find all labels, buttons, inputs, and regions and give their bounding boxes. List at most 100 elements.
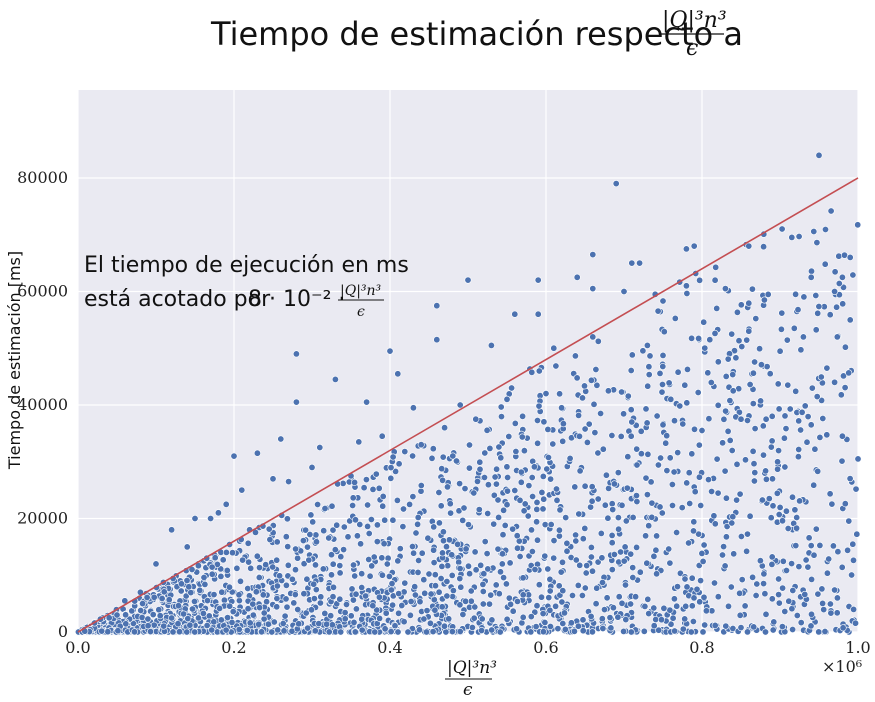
scatter-point xyxy=(533,602,541,610)
scatter-point xyxy=(722,407,730,415)
scatter-point xyxy=(814,309,822,317)
scatter-point xyxy=(431,571,439,579)
scatter-point xyxy=(743,336,751,344)
scatter-point xyxy=(273,582,281,590)
scatter-point xyxy=(284,561,292,569)
scatter-point xyxy=(316,443,324,451)
scatter-point xyxy=(292,545,300,553)
scatter-point xyxy=(793,524,801,532)
scatter-point xyxy=(407,597,415,605)
x-tick-label: 1.0 xyxy=(845,638,870,657)
scatter-point xyxy=(587,376,595,384)
scatter-point xyxy=(500,506,508,514)
scatter-point xyxy=(788,233,796,241)
scatter-point xyxy=(571,352,579,360)
scatter-point xyxy=(604,387,612,395)
scatter-point xyxy=(761,628,769,636)
scatter-point xyxy=(737,415,745,423)
scatter-point xyxy=(698,426,706,434)
scatter-point xyxy=(823,364,831,372)
scatter-point xyxy=(655,626,663,634)
scatter-point xyxy=(572,531,580,539)
scatter-point xyxy=(846,316,854,324)
scatter-point xyxy=(520,447,528,455)
scatter-point xyxy=(794,306,802,314)
scatter-point xyxy=(558,404,566,412)
scatter-point xyxy=(795,563,803,571)
scatter-point xyxy=(309,518,317,526)
scatter-point xyxy=(315,620,323,628)
scatter-point xyxy=(600,606,608,614)
scatter-point xyxy=(352,590,360,598)
scatter-point xyxy=(578,394,586,402)
scatter-point xyxy=(841,384,849,392)
scatter-point xyxy=(263,598,271,606)
scatter-point xyxy=(636,568,644,576)
scatter-point xyxy=(375,484,383,492)
scatter-point xyxy=(210,618,218,626)
scatter-point xyxy=(420,615,428,623)
scatter-point xyxy=(496,628,504,636)
scatter-point xyxy=(575,432,583,440)
scatter-point xyxy=(666,606,674,614)
scatter-point xyxy=(714,401,722,409)
scatter-point xyxy=(743,547,751,555)
scatter-point xyxy=(776,503,784,511)
scatter-point xyxy=(671,627,679,635)
scatter-point xyxy=(559,587,567,595)
scatter-point xyxy=(797,619,805,627)
scatter-point xyxy=(807,273,815,281)
scatter-point xyxy=(475,506,483,514)
scatter-point xyxy=(484,509,492,517)
scatter-point xyxy=(430,596,438,604)
scatter-point xyxy=(748,285,756,293)
x-tick-label: 0.8 xyxy=(689,638,714,657)
scatter-point xyxy=(224,614,232,622)
scatter-point xyxy=(683,289,691,297)
scatter-point xyxy=(331,546,339,554)
scatter-point xyxy=(420,576,428,584)
scatter-point xyxy=(470,614,478,622)
scatter-point xyxy=(659,421,667,429)
scatter-point xyxy=(457,583,465,591)
scatter-point xyxy=(444,562,452,570)
scatter-point xyxy=(768,412,776,420)
scatter-point xyxy=(266,536,274,544)
scatter-point xyxy=(380,540,388,548)
scatter-point xyxy=(427,590,435,598)
scatter-point xyxy=(180,610,188,618)
scatter-point xyxy=(497,403,505,411)
scatter-point xyxy=(235,597,243,605)
scatter-point xyxy=(784,524,792,532)
scatter-point xyxy=(486,444,494,452)
scatter-point xyxy=(821,226,829,234)
scatter-point xyxy=(265,525,273,533)
scatter-point xyxy=(329,583,337,591)
scatter-point xyxy=(720,415,728,423)
scatter-point xyxy=(349,494,357,502)
scatter-point xyxy=(762,610,770,618)
scatter-point xyxy=(283,515,291,523)
y-tick-label: 0 xyxy=(58,622,68,641)
scatter-point xyxy=(579,616,587,624)
scatter-point xyxy=(741,602,749,610)
scatter-point xyxy=(618,599,626,607)
scatter-point xyxy=(534,439,542,447)
scatter-point xyxy=(511,419,519,427)
scatter-point xyxy=(351,628,359,636)
scatter-point xyxy=(418,549,426,557)
scatter-point xyxy=(445,536,453,544)
scatter-point xyxy=(340,546,348,554)
scatter-point xyxy=(549,440,557,448)
scatter-point xyxy=(388,580,396,588)
scatter-point xyxy=(633,498,641,506)
scatter-point xyxy=(846,475,854,483)
scatter-point xyxy=(798,408,806,416)
scatter-point xyxy=(576,467,584,475)
scatter-point xyxy=(782,425,790,433)
scatter-point xyxy=(602,471,610,479)
scatter-point xyxy=(696,598,704,606)
scatter-point xyxy=(270,618,278,626)
scatter-point xyxy=(714,489,722,497)
scatter-point xyxy=(448,628,456,636)
